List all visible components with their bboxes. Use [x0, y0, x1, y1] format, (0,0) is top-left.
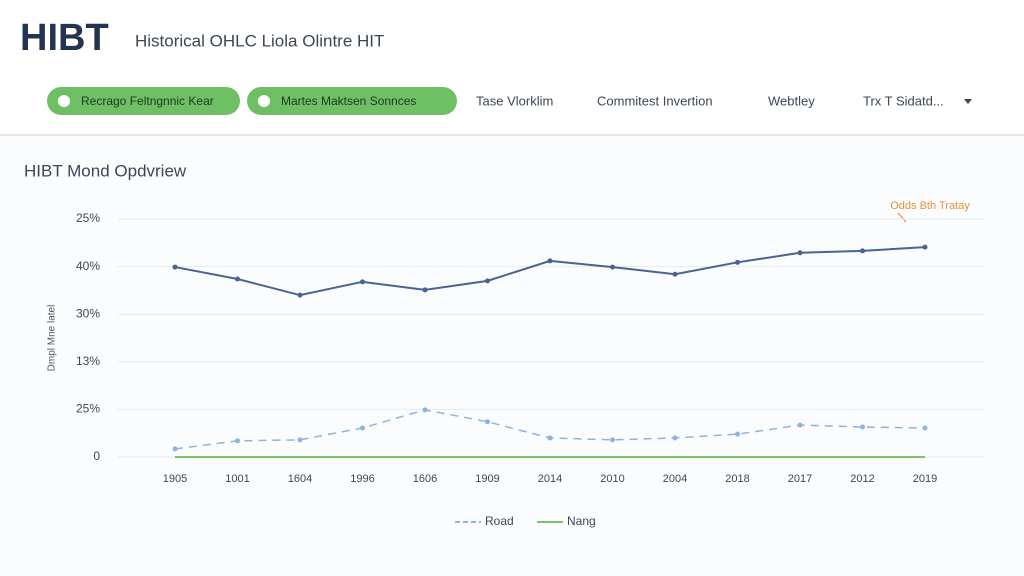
y-tick-label: 40%	[76, 259, 100, 273]
y-tick-label: 30%	[76, 306, 100, 320]
series-point	[297, 292, 303, 298]
chart-title: HIBT Mond Opdvriew	[24, 161, 187, 180]
x-tick-label: 1604	[288, 473, 312, 485]
series-point	[485, 419, 490, 425]
series-point	[297, 437, 303, 443]
series-point	[922, 425, 928, 431]
y-tick-label: 25%	[76, 211, 100, 225]
series-point	[422, 407, 428, 413]
series-point	[922, 244, 928, 250]
pill-bg	[47, 87, 240, 115]
pill-label: Martes Maktsen Sonnces	[281, 94, 416, 108]
series-point	[547, 435, 553, 441]
series-point	[860, 424, 865, 430]
nav-pill[interactable]: Martes Maktsen Sonnces	[247, 87, 457, 115]
nav: Recrago Feltngnnic Kear Martes Maktsen So…	[47, 87, 972, 115]
series-point	[235, 438, 240, 444]
nav-pill[interactable]: Recrago Feltngnnic Kear	[47, 87, 240, 115]
series-point	[485, 278, 490, 284]
nav-tab[interactable]: Trx T Sidatd...	[863, 93, 944, 108]
series-line	[174, 409, 926, 450]
y-tick-label: 25%	[76, 402, 100, 416]
x-tick-label: 1905	[163, 473, 187, 485]
series-point	[797, 250, 803, 256]
series-point	[172, 446, 178, 452]
y-tick-label: 0	[93, 449, 100, 463]
y-axis-label: Dmpl Mne latel	[47, 305, 58, 372]
x-tick-label: 2012	[850, 473, 874, 485]
pill-check	[58, 95, 70, 107]
legend-label: Nang	[567, 514, 596, 528]
x-tick-label: 1996	[350, 473, 374, 485]
nav-tab[interactable]: Webtley	[768, 93, 815, 108]
dropdown-caret[interactable]	[964, 99, 972, 104]
series-point	[610, 437, 615, 443]
x-tick-label: 2010	[600, 473, 624, 485]
x-tick-label: 2017	[788, 473, 812, 485]
x-tick-label: 1001	[225, 473, 249, 485]
y-tick-label: 13%	[76, 354, 100, 368]
nav-tab[interactable]: Commitest Invertion	[597, 93, 713, 108]
pill-check	[258, 95, 270, 107]
x-tick-label: 2019	[913, 473, 937, 485]
subtitle: Historical OHLC Liola Olintre HIT	[135, 31, 384, 50]
series-point	[547, 258, 553, 264]
series-point	[797, 422, 803, 428]
x-tick-label: 1606	[413, 473, 437, 485]
series-point	[735, 431, 740, 437]
nav-tab[interactable]: Tase Vlorklim	[476, 93, 553, 108]
series-line	[174, 246, 926, 297]
series-point	[860, 248, 865, 254]
x-tick-label: 2004	[663, 473, 687, 485]
pill-label: Recrago Feltngnnic Kear	[81, 94, 214, 108]
series-point	[172, 264, 178, 270]
series-point	[360, 425, 365, 431]
x-tick-label: 1909	[475, 473, 499, 485]
series-point	[422, 287, 428, 293]
series-point	[672, 271, 678, 277]
legend-label: Road	[485, 514, 514, 528]
series-point	[235, 276, 240, 282]
x-tick-label: 2014	[538, 473, 562, 485]
annotation-arrow	[897, 212, 907, 223]
series-point	[610, 264, 615, 270]
pill-bg	[247, 87, 457, 115]
logo: HIBT	[20, 17, 109, 59]
annotation: Odds Bth Tratay	[890, 200, 970, 212]
series-point	[735, 259, 740, 265]
series-point	[672, 435, 678, 441]
series-point	[360, 279, 365, 285]
x-tick-label: 2018	[725, 473, 749, 485]
